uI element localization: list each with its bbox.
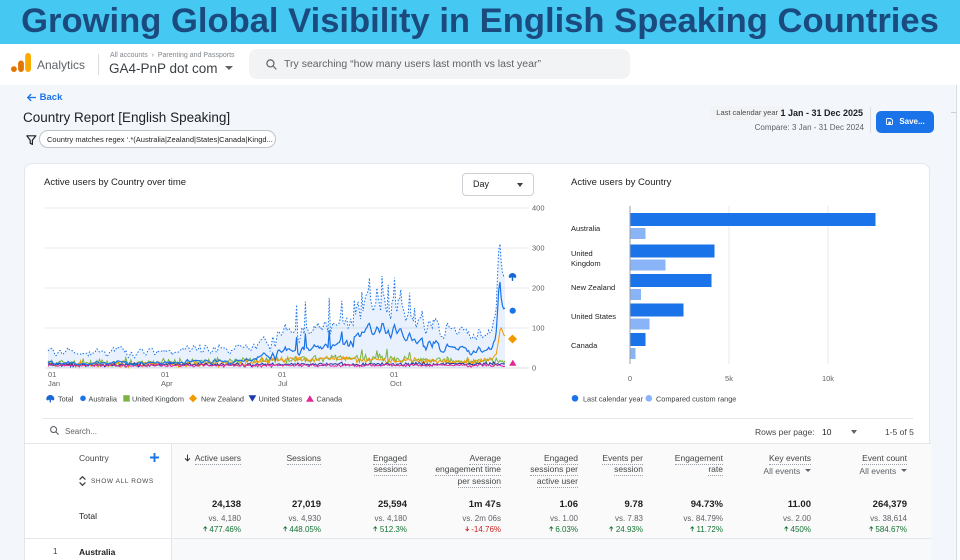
svg-text:5k: 5k	[725, 374, 733, 383]
svg-text:Australia: Australia	[571, 224, 601, 233]
svg-text:Kingdom: Kingdom	[571, 259, 601, 268]
svg-text:01: 01	[161, 370, 169, 379]
svg-text:01: 01	[390, 370, 398, 379]
svg-text:Compared custom range: Compared custom range	[656, 394, 736, 403]
svg-text:Canada: Canada	[571, 341, 598, 350]
svg-text:0: 0	[532, 364, 536, 373]
svg-text:Apr: Apr	[161, 379, 173, 388]
svg-text:400: 400	[532, 204, 545, 213]
svg-text:Jan: Jan	[48, 379, 60, 388]
svg-text:United Kingdom: United Kingdom	[132, 394, 184, 403]
svg-text:Oct: Oct	[390, 379, 403, 388]
svg-text:Last calendar year: Last calendar year	[583, 394, 644, 403]
svg-text:Total: Total	[58, 394, 74, 403]
svg-text:10k: 10k	[822, 374, 834, 383]
svg-text:Australia: Australia	[89, 394, 118, 403]
svg-text:Jul: Jul	[278, 379, 288, 388]
svg-text:Canada: Canada	[317, 394, 344, 403]
svg-text:United States: United States	[259, 394, 303, 403]
svg-text:New Zealand: New Zealand	[201, 394, 244, 403]
svg-text:100: 100	[532, 324, 545, 333]
svg-text:300: 300	[532, 244, 545, 253]
svg-text:01: 01	[48, 370, 56, 379]
svg-text:01: 01	[278, 370, 286, 379]
svg-text:United: United	[571, 249, 593, 258]
svg-text:New Zealand: New Zealand	[571, 283, 615, 292]
svg-text:United States: United States	[571, 312, 616, 321]
svg-text:200: 200	[532, 284, 545, 293]
svg-text:0: 0	[628, 374, 632, 383]
